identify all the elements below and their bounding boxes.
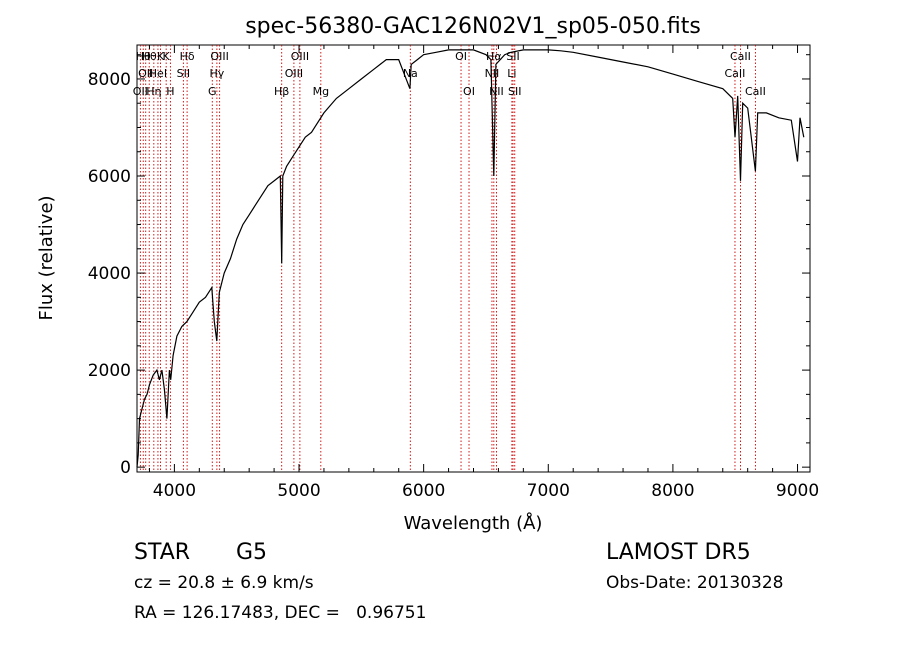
y-tick-label: 8000: [88, 70, 131, 90]
x-tick-label: 6000: [402, 481, 445, 501]
coordinates: RA = 126.17483, DEC = 0.96751: [134, 603, 427, 623]
line-label: K: [157, 50, 165, 63]
line-label: Hη: [146, 85, 161, 98]
chart-title: spec-56380-GAC126N02V1_sp05-050.fits: [245, 14, 701, 39]
plot-frame: [136, 44, 811, 473]
x-tick-label: 9000: [776, 481, 819, 501]
line-label: OII: [133, 85, 148, 98]
spectrum-line: [136, 49, 805, 468]
object-subclass: G5: [236, 540, 268, 565]
line-label: CaII: [725, 67, 746, 80]
line-label: OII: [138, 67, 153, 80]
line-label: CaII: [745, 85, 766, 98]
redshift-velocity: cz = 20.8 ± 6.9 km/s: [134, 573, 314, 593]
line-label: Hγ: [209, 67, 224, 80]
line-label: OIII: [210, 50, 228, 63]
y-tick-label: 0: [120, 458, 131, 478]
spectral-line-markers: [139, 45, 756, 472]
x-tick-label: 5000: [277, 481, 320, 501]
line-label: Hθ: [136, 50, 151, 63]
line-label: Hβ: [274, 85, 289, 98]
line-label: H: [166, 85, 174, 98]
line-label: SII: [177, 67, 190, 80]
survey-name: LAMOST DR5: [606, 540, 751, 565]
y-axis-label: Flux (relative): [36, 195, 57, 320]
spectral-line-labels: OIIHθOIIHθHηHeIKKHSIIHδGHγOIIIHβOIIIOIII…: [133, 50, 766, 98]
x-tick-label: 7000: [527, 481, 570, 501]
observation-date: Obs-Date: 20130328: [606, 573, 784, 593]
y-axis-ticks: 0 2000 4000 6000 8000: [88, 54, 810, 478]
line-label: G: [208, 85, 217, 98]
line-label: Mg: [313, 85, 329, 98]
line-label: HeI: [149, 67, 167, 80]
line-label: Hδ: [180, 50, 195, 63]
line-label: SII: [508, 85, 521, 98]
line-label: CaII: [730, 50, 751, 63]
line-label: OI: [463, 85, 475, 98]
line-label: Hα: [486, 50, 502, 63]
object-class: STAR: [134, 540, 191, 565]
line-label: NII: [489, 85, 504, 98]
line-label: Hθ: [142, 50, 157, 63]
x-tick-label: 8000: [651, 481, 694, 501]
x-axis-ticks: 4000 5000 6000 7000 8000 9000: [148, 45, 819, 501]
line-label: OI: [455, 50, 467, 63]
y-tick-label: 2000: [88, 361, 131, 381]
x-tick-label: 4000: [153, 481, 196, 501]
y-tick-label: 4000: [88, 264, 131, 284]
x-axis-label: Wavelength (Å): [404, 512, 543, 534]
y-tick-label: 6000: [88, 167, 131, 187]
line-label: K: [163, 50, 171, 63]
line-label: OIII: [285, 67, 303, 80]
line-label: OIII: [291, 50, 309, 63]
line-label: Li: [507, 67, 516, 80]
